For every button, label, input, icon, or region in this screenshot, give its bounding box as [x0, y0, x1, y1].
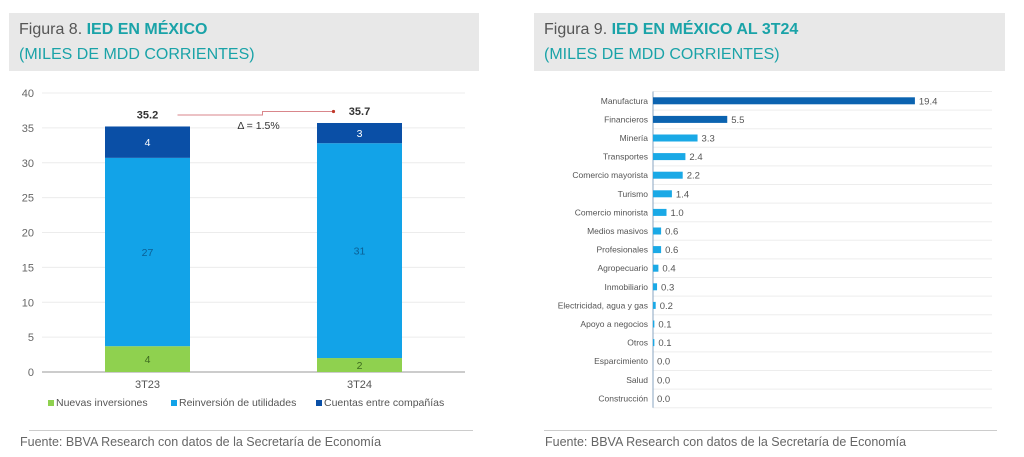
bar	[653, 246, 662, 254]
y-tick-label: 10	[22, 297, 34, 309]
value-label: 0.6	[665, 227, 678, 238]
bar	[653, 283, 658, 291]
category-label: Transportes	[603, 152, 648, 162]
bar	[653, 301, 656, 309]
category-label: Apoyo a negocios	[580, 319, 648, 329]
legend-swatch	[316, 400, 322, 406]
bar-segment	[105, 346, 190, 372]
value-label: 0.1	[658, 320, 671, 331]
horizontal-bar-chart: Manufactura 19.4 Financieros 5.5 Minería 3.3 T…	[558, 91, 992, 409]
value-label: 0.0	[657, 394, 670, 405]
bar	[653, 190, 672, 198]
figure-8-label: Figura 8.	[19, 21, 87, 38]
segment-label: 4	[145, 137, 151, 149]
segment-label: 4	[145, 354, 151, 366]
category-label: Financieros	[604, 114, 648, 124]
bar	[653, 171, 683, 179]
stacked-bar-chart: 0 5 10 15 20 25 30 35 40 4 27 4 35.2 3T23 2 31 3 35.7 3T24…	[22, 88, 465, 409]
segment-label: 27	[142, 247, 154, 259]
bar	[653, 320, 655, 328]
x-tick-label: 3T23	[135, 379, 160, 391]
source-divider-right	[544, 430, 997, 431]
value-label: 1.4	[676, 189, 689, 200]
segment-label: 3	[357, 128, 363, 140]
bar	[653, 227, 662, 235]
category-label: Construcción	[598, 393, 648, 403]
y-tick-label: 35	[22, 123, 34, 135]
bar-segment	[317, 143, 402, 359]
category-label: Manufactura	[601, 96, 649, 106]
bar-segment	[317, 122, 402, 144]
value-label: 3.3	[702, 134, 715, 145]
bar	[653, 115, 728, 123]
figure-9-label: Figura 9.	[544, 21, 612, 38]
y-tick-label: 25	[22, 193, 34, 205]
bar	[653, 134, 698, 142]
value-label: 0.3	[661, 282, 674, 293]
y-tick-label: 40	[22, 88, 34, 100]
value-label: 19.4	[919, 96, 938, 107]
category-label: Salud	[626, 375, 648, 385]
category-label: Electricidad, agua y gas	[558, 300, 648, 310]
bar-segment	[105, 126, 190, 158]
x-tick-label: 3T24	[347, 379, 372, 391]
y-tick-label: 5	[28, 332, 34, 344]
legend-swatch	[171, 400, 177, 406]
legend-label: Cuentas entre compañías	[324, 397, 444, 409]
legend-label: Reinversión de utilidades	[179, 397, 296, 409]
category-label: Esparcimiento	[594, 356, 648, 366]
category-label: Agropecuario	[597, 263, 648, 273]
category-label: Otros	[627, 338, 648, 348]
category-label: Profesionales	[596, 245, 648, 255]
figure-8-source: Fuente: BBVA Research con datos de la Se…	[20, 435, 382, 449]
category-label: Turismo	[618, 189, 649, 199]
value-label: 0.1	[658, 338, 671, 349]
category-label: Comercio mayorista	[572, 170, 648, 180]
source-divider-left	[29, 430, 473, 431]
figure-9-title: Figura 9. IED EN MÉXICO AL 3T24	[544, 21, 798, 39]
legend-label: Nuevas inversiones	[56, 397, 148, 409]
category-label: Minería	[620, 133, 649, 143]
value-label: 0.0	[657, 375, 670, 386]
bar	[653, 208, 667, 216]
figure-8-subtitle: (MILES DE MDD CORRIENTES)	[19, 46, 255, 63]
segment-label: 31	[354, 246, 366, 258]
value-label: 5.5	[731, 115, 744, 126]
delta-connector-line	[177, 110, 334, 116]
total-label: 35.2	[137, 109, 158, 121]
bar-segment	[317, 358, 402, 372]
figure-8-header: Figura 8. IED EN MÉXICO (MILES DE MDD CO…	[9, 13, 479, 71]
y-tick-label: 20	[22, 228, 34, 240]
figure-9-title-text: IED EN MÉXICO AL 3T24	[611, 21, 799, 38]
figure-9-source: Fuente: BBVA Research con datos de la Se…	[545, 435, 907, 449]
category-label: Inmobiliario	[605, 282, 649, 292]
figure-8-title: Figura 8. IED EN MÉXICO	[19, 21, 208, 39]
y-tick-label: 0	[28, 367, 34, 379]
bar	[653, 339, 655, 347]
total-label: 35.7	[349, 106, 370, 118]
category-label: Medios masivos	[587, 226, 648, 236]
legend-swatch	[48, 400, 54, 406]
delta-arrow-head	[331, 109, 336, 114]
bar-segment	[105, 157, 190, 347]
figure-9-header: Figura 9. IED EN MÉXICO AL 3T24 (MILES D…	[534, 13, 1005, 71]
value-label: 0.4	[662, 264, 675, 275]
segment-label: 2	[357, 360, 363, 372]
value-label: 0.6	[665, 245, 678, 256]
figure-8-title-text: IED EN MÉXICO	[86, 21, 208, 38]
value-label: 2.4	[689, 152, 702, 163]
figure-9-subtitle: (MILES DE MDD CORRIENTES)	[544, 46, 780, 63]
value-label: 2.2	[687, 171, 700, 182]
bar	[653, 264, 659, 272]
bar	[653, 153, 686, 161]
value-label: 0.2	[660, 301, 673, 312]
value-label: 0.0	[657, 357, 670, 368]
value-label: 1.0	[671, 208, 684, 219]
y-tick-label: 30	[22, 158, 34, 170]
delta-annotation: Δ = 1.5%	[237, 120, 279, 132]
y-tick-label: 15	[22, 262, 34, 274]
bar	[653, 97, 915, 105]
category-label: Comercio minorista	[575, 207, 648, 217]
